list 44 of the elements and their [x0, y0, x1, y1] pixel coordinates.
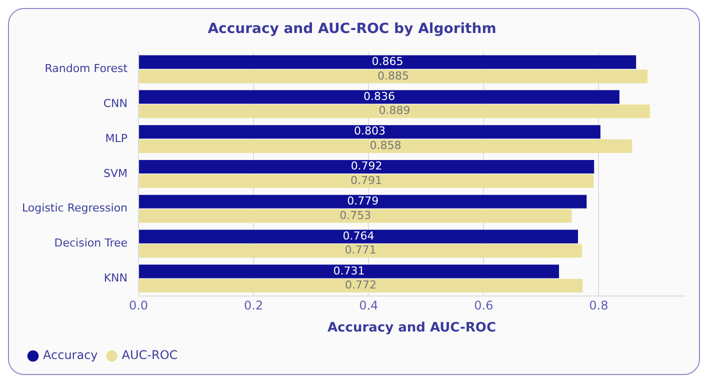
- data-label: 0.764: [342, 229, 374, 242]
- data-label: 0.753: [340, 208, 372, 222]
- bar: [139, 160, 594, 174]
- data-label: 0.779: [347, 194, 379, 208]
- x-tick-label: 0.8: [589, 298, 608, 312]
- data-label: 0.772: [345, 278, 377, 292]
- data-label: 0.865: [372, 54, 404, 68]
- y-tick-label: Logistic Regression: [22, 202, 128, 215]
- bar: [139, 174, 594, 188]
- data-label: 0.885: [378, 69, 410, 82]
- data-label: 0.889: [378, 104, 410, 118]
- x-axis-title: Accuracy and AUC-ROC: [327, 320, 496, 336]
- chart-title: Accuracy and AUC-ROC by Algorithm: [208, 21, 496, 38]
- data-label: 0.771: [344, 244, 376, 257]
- data-label: 0.791: [350, 174, 382, 187]
- bar: [139, 194, 587, 208]
- legend-label: AUC-ROC: [122, 348, 178, 362]
- y-tick-label: Random Forest: [44, 62, 128, 76]
- bar: [139, 70, 648, 84]
- data-label: 0.803: [354, 124, 386, 138]
- bar: [139, 209, 572, 223]
- x-tick-label: 0.0: [128, 298, 148, 312]
- data-label: 0.792: [350, 160, 382, 173]
- y-tick-label: CNN: [103, 96, 128, 110]
- bar: [139, 278, 583, 293]
- bar: [139, 244, 582, 258]
- bar: [139, 139, 632, 153]
- data-label: 0.731: [333, 264, 365, 278]
- x-tick-label: 0.6: [474, 298, 494, 312]
- data-label: 0.836: [363, 90, 395, 103]
- data-label: 0.858: [370, 139, 402, 152]
- y-tick-label: KNN: [104, 271, 128, 284]
- x-tick-label: 0.2: [244, 298, 264, 312]
- bar: [139, 230, 578, 244]
- x-tick-label: 0.4: [359, 298, 378, 312]
- bar: [139, 125, 600, 139]
- y-tick-label: SVM: [104, 166, 128, 180]
- bar: [139, 264, 560, 278]
- y-tick-label: Decision Tree: [54, 236, 128, 250]
- bar: [139, 90, 620, 104]
- bar: [139, 104, 650, 118]
- legend-label: Accuracy: [43, 348, 98, 362]
- y-tick-label: MLP: [105, 132, 128, 145]
- bar: [139, 55, 636, 69]
